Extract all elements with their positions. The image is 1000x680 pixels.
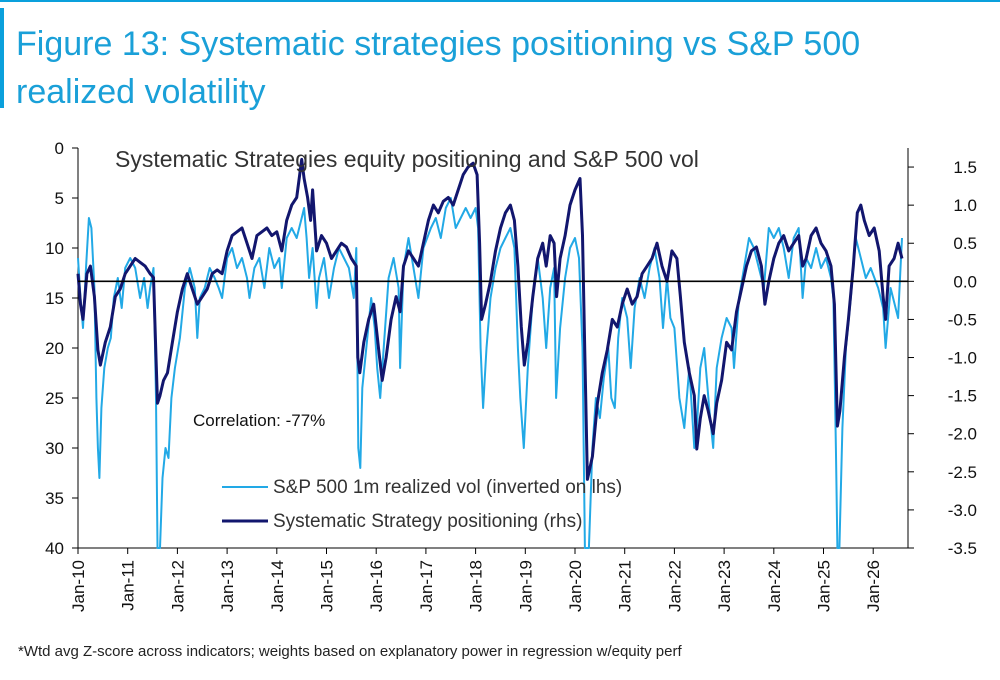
- x-tick-label: Jan-12: [168, 560, 187, 612]
- right-tick-label: 0.0: [953, 272, 977, 291]
- left-tick-label: 10: [45, 239, 64, 258]
- x-tick-label: Jan-11: [119, 560, 138, 611]
- left-tick-label: 25: [45, 389, 64, 408]
- right-tick-label: 0.5: [953, 234, 977, 253]
- x-tick-label: Jan-13: [218, 560, 237, 612]
- x-tick-label: Jan-15: [318, 560, 337, 612]
- chart-title: Systematic Strategies equity positioning…: [115, 146, 699, 172]
- x-tick-label: Jan-10: [69, 560, 88, 612]
- legend-label: Systematic Strategy positioning (rhs): [273, 511, 582, 532]
- series-layer: [76, 157, 908, 549]
- x-tick-label: Jan-17: [417, 560, 436, 612]
- left-tick-label: 30: [45, 439, 64, 458]
- x-tick-label: Jan-19: [516, 560, 535, 612]
- correlation-annotation: Correlation: -77%: [193, 411, 325, 430]
- legend-label: S&P 500 1m realized vol (inverted on lhs…: [273, 477, 622, 498]
- x-tick-label: Jan-23: [715, 560, 734, 612]
- right-tick-label: -0.5: [948, 310, 977, 329]
- axes-layer: 0 5 10 15 20 25 30 35 40 1.5 1.0 0.5 0.0 -0.5 -1.0 -1.5…: [45, 139, 977, 612]
- x-tick-label: Jan-22: [665, 560, 684, 612]
- title-accent-bar: [0, 8, 4, 108]
- x-tick-label: Jan-14: [268, 560, 287, 612]
- footnote: *Wtd avg Z-score across indicators; weig…: [18, 643, 682, 660]
- x-tick-label: Jan-24: [765, 560, 784, 612]
- figure-title: Figure 13: Systematic strategies positio…: [16, 25, 861, 111]
- right-tick-label: 1.5: [953, 158, 977, 177]
- legend: S&P 500 1m realized vol (inverted on lhs…: [222, 477, 622, 532]
- right-tick-label: -1.0: [948, 349, 977, 368]
- left-tick-label: 0: [55, 139, 64, 158]
- x-tick-label: Jan-18: [467, 560, 486, 612]
- right-tick-label: -2.5: [948, 463, 977, 482]
- right-tick-label: -2.0: [948, 425, 977, 444]
- right-tick-label: -3.0: [948, 501, 977, 520]
- right-tick-label: 1.0: [953, 196, 977, 215]
- series-line-positioning: [76, 157, 904, 481]
- x-tick-label: Jan-20: [566, 560, 585, 612]
- x-tick-label: Jan-16: [367, 560, 386, 612]
- x-tick-label: Jan-26: [864, 560, 883, 612]
- right-tick-label: -1.5: [948, 387, 977, 406]
- right-tick-label: -3.5: [948, 539, 977, 558]
- x-tick-label: Jan-21: [616, 560, 635, 612]
- left-tick-label: 40: [45, 539, 64, 558]
- top-rule: [0, 0, 1000, 2]
- left-tick-label: 15: [45, 289, 64, 308]
- left-tick-label: 20: [45, 339, 64, 358]
- series-line-realized-vol: [77, 197, 903, 549]
- left-tick-label: 5: [55, 189, 64, 208]
- left-tick-label: 35: [45, 489, 64, 508]
- x-tick-label: Jan-25: [815, 560, 834, 612]
